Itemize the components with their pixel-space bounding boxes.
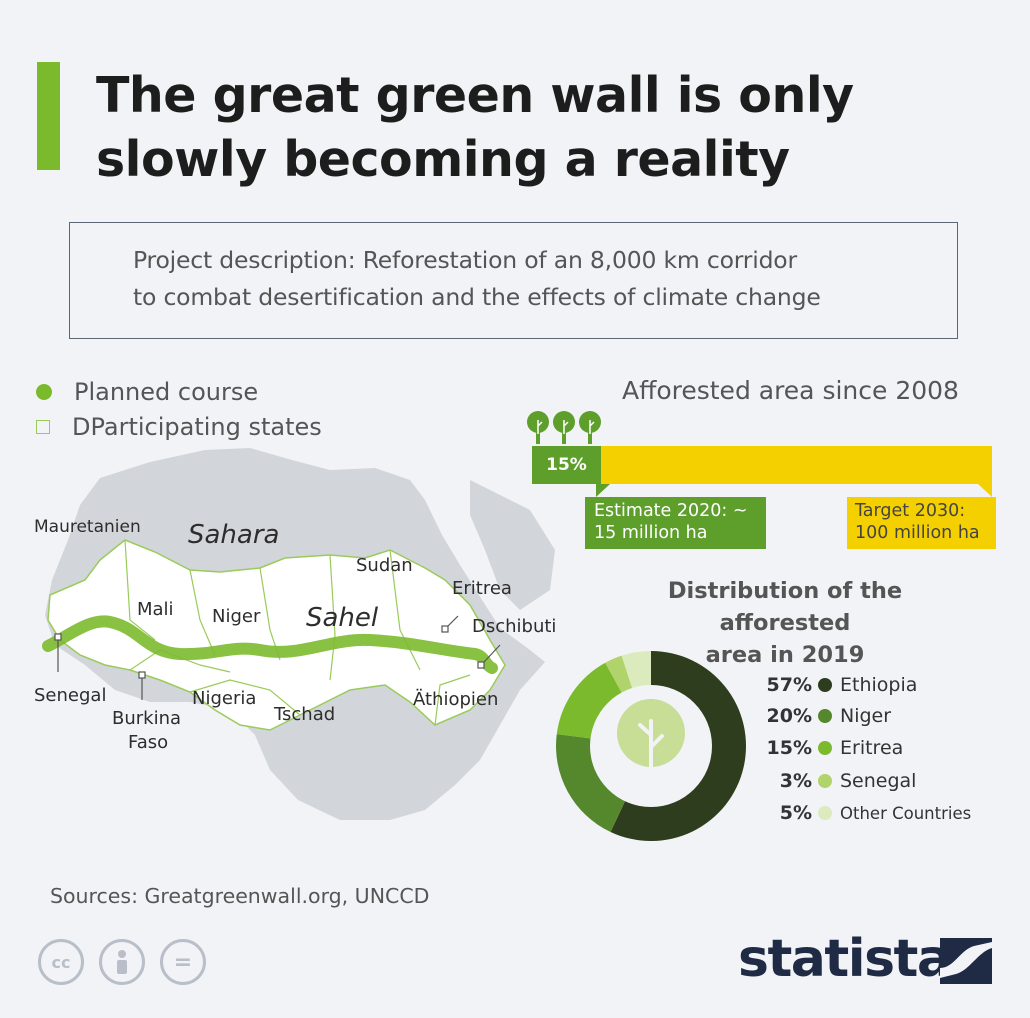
estimate-line-1: Estimate 2020: ~ (594, 501, 748, 521)
target-2030-label: Target 2030: 100 million ha (847, 497, 996, 549)
label-nigeria: Nigeria (192, 688, 256, 709)
distribution-title-line-1: Distribution of the afforested (667, 578, 903, 636)
legend-country-label: Eritrea (840, 737, 904, 759)
sources-text: Sources: Greatgreenwall.org, UNCCD (50, 884, 430, 908)
label-senegal: Senegal (34, 685, 106, 706)
legend-color-dot-icon (818, 806, 832, 820)
title-line-1: The great green wall is only (96, 67, 854, 124)
participating-states-area (47, 539, 506, 731)
distribution-legend-item: 57% Ethiopia (760, 672, 1000, 698)
estimate-bar: 15% (532, 446, 601, 484)
label-niger: Niger (212, 606, 261, 627)
label-mauretanien: Mauretanien (34, 517, 141, 537)
djibouti-marker (477, 661, 485, 669)
legend-participating-states: DParticipating states (36, 413, 322, 441)
label-mali: Mali (137, 599, 174, 620)
no-derivatives-icon[interactable]: = (160, 939, 206, 985)
legend-percent: 20% (766, 705, 812, 727)
statista-logo-icon (940, 938, 992, 984)
cc-icon-text: cc (51, 952, 71, 972)
label-aethiopien: Äthiopien (413, 689, 498, 710)
trees-icon (527, 411, 601, 444)
target-pointer (978, 484, 992, 497)
estimate-pointer (596, 484, 610, 497)
legend-percent: 15% (766, 737, 812, 759)
distribution-legend-item: 15% Eritrea (760, 735, 1000, 761)
target-line-1: Target 2030: (855, 501, 966, 521)
legend-color-dot-icon (818, 774, 832, 788)
distribution-title: Distribution of the afforested area in 2… (605, 575, 965, 671)
title-line-2: slowly becoming a reality (96, 131, 790, 188)
burkina-faso-marker (138, 671, 146, 679)
label-tschad: Tschad (273, 704, 335, 725)
distribution-title-line-2: area in 2019 (705, 642, 865, 668)
planned-course-dot-icon (36, 384, 52, 400)
tree-center-icon (617, 699, 685, 781)
eritrea-marker (441, 625, 449, 633)
legend-country-label: Other Countries (840, 803, 972, 823)
label-sahara: Sahara (188, 520, 279, 550)
legend-planned-course-label: Planned course (74, 378, 259, 406)
legend-planned-course: Planned course (36, 378, 258, 406)
label-dschibuti: Dschibuti (472, 616, 556, 637)
distribution-legend-item: 20% Niger (760, 703, 1000, 729)
legend-color-dot-icon (818, 709, 832, 723)
creative-commons-icon[interactable]: cc (38, 939, 84, 985)
description-line-1: Project description: Reforestation of an… (133, 246, 797, 274)
participating-states-square-icon (36, 420, 50, 434)
estimate-line-2: 15 million ha (594, 523, 708, 543)
label-eritrea: Eritrea (452, 578, 512, 599)
legend-percent: 57% (766, 674, 812, 696)
page-title: The great green wall is only slowly beco… (96, 64, 996, 192)
statista-logo[interactable]: statista (738, 929, 952, 989)
title-accent-bar (37, 62, 60, 170)
legend-color-dot-icon (818, 678, 832, 692)
legend-participating-states-label: DParticipating states (72, 413, 322, 441)
target-line-2: 100 million ha (855, 523, 980, 543)
target-bar (532, 446, 992, 484)
project-description-box: Project description: Reforestation of an… (69, 222, 958, 339)
distribution-legend-item: 3% Senegal (760, 768, 1000, 794)
planned-course-line (42, 615, 498, 674)
description-line-2: to combat desertification and the effect… (133, 283, 821, 311)
arabian-peninsula (470, 480, 555, 610)
distribution-legend-item: 5% Other Countries (760, 800, 1000, 826)
label-faso: Faso (128, 732, 168, 753)
legend-percent: 5% (779, 802, 812, 824)
africa-map: Mauretanien Sahara Sudan Eritrea Mali Ni… (34, 448, 556, 820)
legend-country-label: Ethiopia (840, 674, 918, 696)
map-markers (54, 615, 501, 700)
label-sahel: Sahel (306, 603, 379, 633)
legend-country-label: Senegal (840, 770, 917, 792)
legend-percent: 3% (779, 770, 812, 792)
label-sudan: Sudan (356, 555, 413, 576)
distribution-donut-chart (556, 651, 746, 841)
legend-color-dot-icon (818, 741, 832, 755)
legend-country-label: Niger (840, 705, 892, 727)
afforested-title: Afforested area since 2008 (622, 376, 959, 405)
senegal-marker (54, 633, 62, 641)
label-burkina: Burkina (112, 708, 181, 729)
nd-icon-text: = (173, 949, 193, 975)
estimate-2020-label: Estimate 2020: ~ 15 million ha (585, 497, 766, 549)
attribution-icon[interactable] (99, 939, 145, 985)
